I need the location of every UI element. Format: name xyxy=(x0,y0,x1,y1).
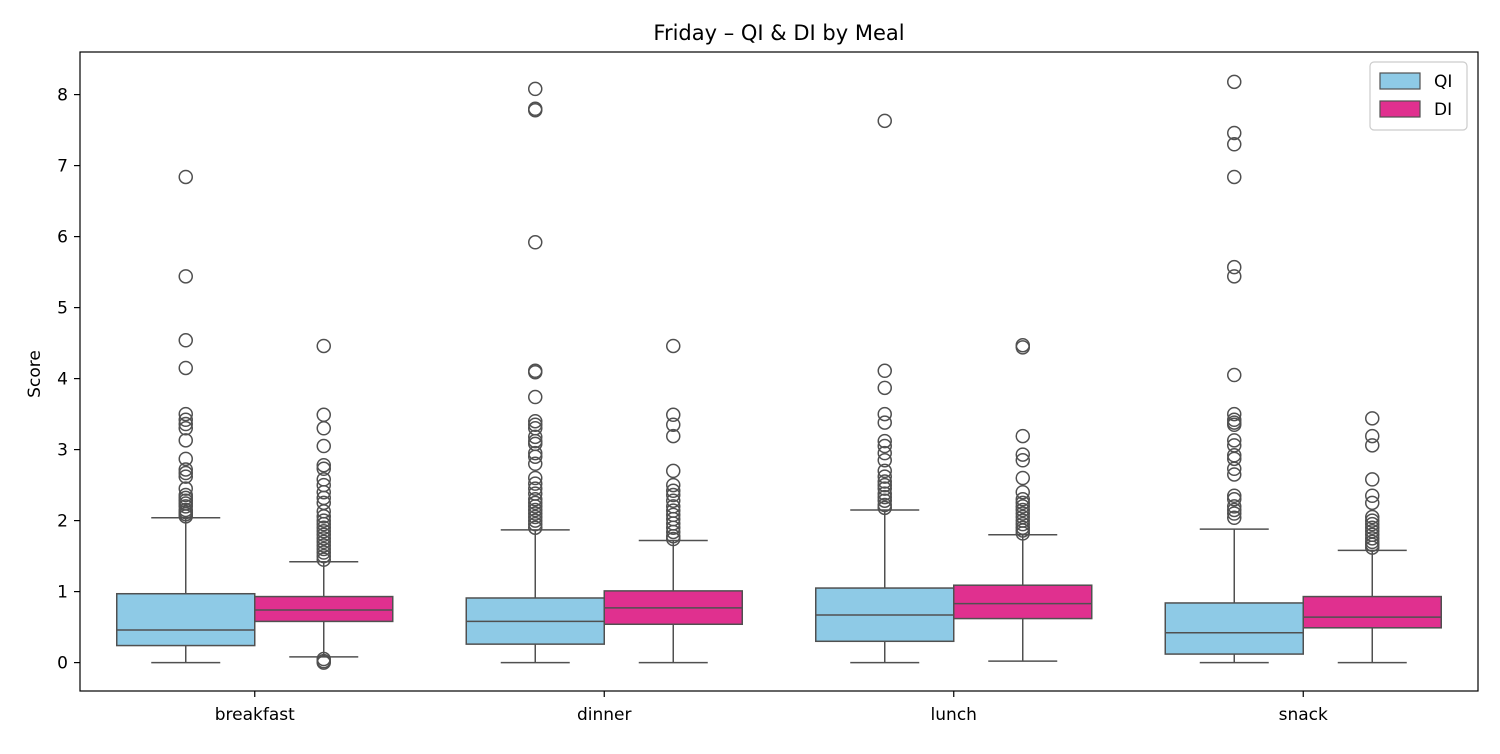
box-iqr xyxy=(1303,597,1441,628)
outlier-point xyxy=(317,339,330,352)
outlier-point xyxy=(667,464,680,477)
box-iqr xyxy=(255,597,393,622)
legend: QI DI xyxy=(1370,62,1467,130)
x-tick-label: dinner xyxy=(577,705,632,725)
legend-label-di: DI xyxy=(1434,100,1452,120)
outlier-point xyxy=(179,170,192,183)
outlier-point xyxy=(878,364,891,377)
y-tick-label: 6 xyxy=(57,228,68,248)
y-tick-label: 7 xyxy=(57,157,68,177)
x-tick-label: snack xyxy=(1279,705,1328,725)
plot-area: 0 1 2 3 4 5 6 7 8 breakfast dinner lunch snack xyxy=(57,52,1478,725)
outlier-point xyxy=(529,236,542,249)
outlier-point xyxy=(529,391,542,404)
outlier-point xyxy=(878,114,891,127)
y-tick-label: 8 xyxy=(57,86,68,106)
box-qi-snack xyxy=(1165,75,1303,662)
box-iqr xyxy=(954,585,1092,618)
box-di-lunch xyxy=(954,339,1092,661)
outlier-point xyxy=(878,381,891,394)
outlier-point xyxy=(1366,412,1379,425)
outlier-point xyxy=(179,334,192,347)
outlier-point xyxy=(1228,170,1241,183)
box-qi-lunch xyxy=(816,114,954,662)
outlier-point xyxy=(1228,75,1241,88)
x-tick-label: breakfast xyxy=(215,705,295,725)
box-iqr xyxy=(1165,603,1303,654)
outlier-point xyxy=(1366,430,1379,443)
outlier-point xyxy=(1016,448,1029,461)
outlier-point xyxy=(1228,369,1241,382)
outlier-point xyxy=(1228,468,1241,481)
box-di-snack xyxy=(1303,412,1441,663)
outlier-point xyxy=(179,361,192,374)
outlier-point xyxy=(179,434,192,447)
outlier-point xyxy=(1016,430,1029,443)
y-tick-label: 1 xyxy=(57,583,68,603)
outlier-point xyxy=(529,82,542,95)
outlier-point xyxy=(1366,473,1379,486)
y-tick-label: 5 xyxy=(57,299,68,319)
outlier-point xyxy=(179,408,192,421)
chart-title: Friday – QI & DI by Meal xyxy=(653,21,904,45)
outlier-point xyxy=(1016,454,1029,467)
plot-frame xyxy=(80,52,1478,691)
outlier-point xyxy=(1228,261,1241,274)
legend-swatch-di xyxy=(1380,101,1420,117)
outlier-point xyxy=(667,339,680,352)
y-axis-label: Score xyxy=(25,350,45,398)
y-tick-label: 3 xyxy=(57,441,68,461)
outlier-point xyxy=(667,479,680,492)
box-iqr xyxy=(117,594,255,646)
outlier-point xyxy=(667,408,680,421)
legend-swatch-qi xyxy=(1380,73,1420,89)
outlier-point xyxy=(317,408,330,421)
outlier-point xyxy=(179,270,192,283)
outlier-point xyxy=(317,422,330,435)
y-tick-label: 4 xyxy=(57,370,68,390)
x-tick-label: lunch xyxy=(931,705,977,725)
legend-frame xyxy=(1370,62,1467,130)
box-di-dinner xyxy=(604,339,742,662)
outlier-point xyxy=(1016,472,1029,485)
box-qi-dinner xyxy=(466,82,604,662)
y-tick-label: 0 xyxy=(57,654,68,674)
y-tick-label: 2 xyxy=(57,512,68,532)
box-di-breakfast xyxy=(255,339,393,669)
box-qi-breakfast xyxy=(117,170,255,662)
outlier-point xyxy=(317,440,330,453)
outlier-point xyxy=(878,408,891,421)
legend-label-qi: QI xyxy=(1434,72,1452,92)
